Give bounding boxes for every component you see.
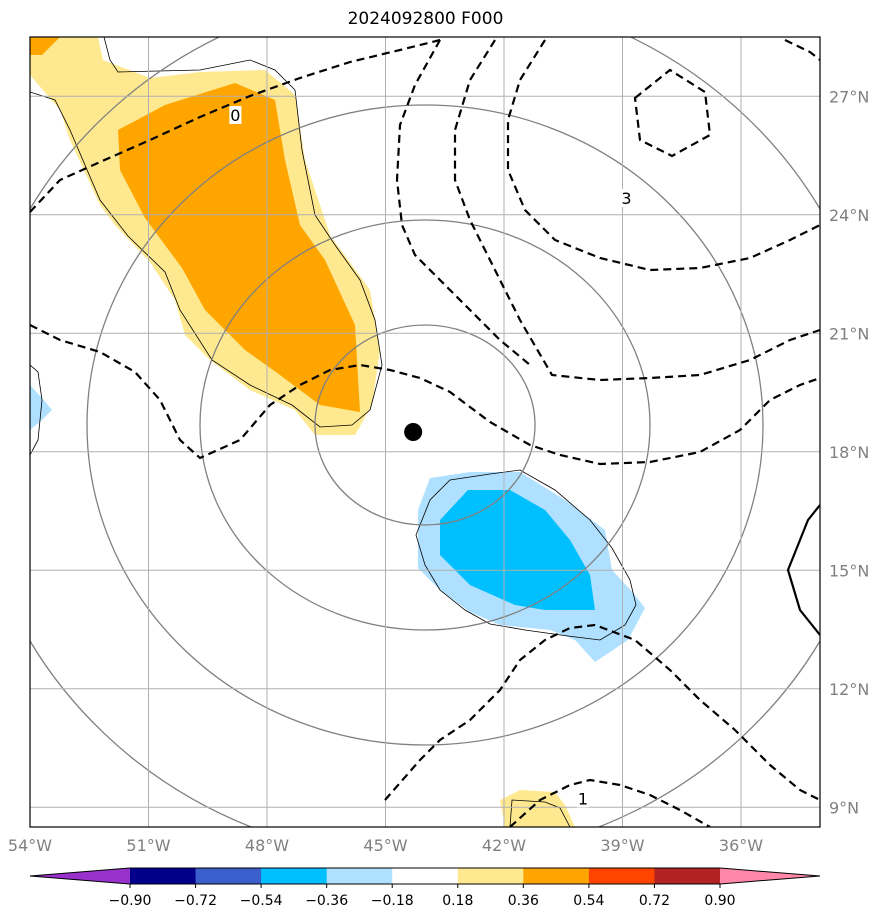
- colorbar-segment: [457, 868, 524, 884]
- colorbar-extend-low: [30, 868, 130, 884]
- lat-tick-label: 24°N: [829, 206, 869, 225]
- contour-labels: 0 3 1: [229, 106, 633, 808]
- solid-contour-east: [786, 504, 820, 636]
- contour-label: 0: [230, 106, 240, 125]
- positive-anomaly-orange-corner: [30, 37, 60, 55]
- map-title: 2024092800 F000: [347, 9, 504, 29]
- colorbar-segment: [523, 868, 590, 884]
- positive-anomaly-orange-north: [118, 83, 360, 412]
- contour-label: 1: [578, 789, 588, 808]
- colorbar-extend-high: [720, 868, 820, 884]
- colorbar-segment: [261, 868, 328, 884]
- colorbar-tick-label: −0.18: [371, 893, 414, 909]
- contour-label-bg: [577, 789, 589, 808]
- map-border: [29, 36, 821, 828]
- colorbar-tick-label: −0.90: [109, 893, 152, 909]
- contour-label-bg: [229, 106, 242, 124]
- colorbar-tick-label: −0.36: [305, 893, 348, 909]
- lon-tick-label: 51°W: [126, 836, 170, 855]
- lon-tick-label: 48°W: [245, 836, 289, 855]
- lat-tick-label: 21°N: [829, 324, 869, 343]
- lat-tick-label: 18°N: [829, 443, 869, 462]
- lon-tick-label: 39°W: [600, 836, 644, 855]
- colorbar-tick-label: 0.72: [639, 893, 670, 909]
- latitude-tick-labels: 9°N 12°N 15°N 18°N 21°N 24°N 27°N: [829, 87, 869, 817]
- lon-tick-label: 45°W: [363, 836, 407, 855]
- lon-tick-label: 54°W: [8, 836, 52, 855]
- lat-tick-label: 9°N: [829, 798, 859, 817]
- lat-tick-label: 12°N: [829, 680, 869, 699]
- colorbar-tick-label: 0.36: [508, 893, 539, 909]
- gridlines: [30, 37, 820, 827]
- positive-anomaly-light-south: [500, 790, 575, 827]
- colorbar-segment: [392, 868, 459, 884]
- colorbar-tick-label: 0.90: [704, 893, 735, 909]
- colorbar-tick-label: 0.54: [573, 893, 604, 909]
- negative-anomaly-deep: [440, 490, 595, 610]
- range-rings: [30, 37, 820, 827]
- colorbar: −0.90 −0.72 −0.54 −0.36 −0.18 0.18 0.36 0.54 0.7…: [29, 867, 821, 909]
- lon-tick-label: 42°W: [482, 836, 526, 855]
- colorbar-tick-label: −0.72: [174, 893, 217, 909]
- lat-tick-label: 27°N: [829, 87, 869, 106]
- colorbar-segment: [130, 868, 197, 884]
- longitude-tick-labels: 54°W 51°W 48°W 45°W 42°W 39°W 36°W: [8, 836, 763, 855]
- contour-label-bg: [620, 188, 633, 207]
- map-plot-area: 0 3 1: [30, 37, 820, 827]
- lon-tick-label: 36°W: [719, 836, 763, 855]
- dashed-height-contours: [30, 38, 820, 827]
- colorbar-segment: [654, 868, 721, 884]
- colorbar-segment: [326, 868, 393, 884]
- lat-tick-label: 15°N: [829, 561, 869, 580]
- colorbar-tick-label: −0.54: [240, 893, 283, 909]
- colorbar-tick-label: 0.18: [442, 893, 473, 909]
- storm-center-marker: [404, 423, 423, 441]
- colorbar-segment: [195, 868, 262, 884]
- thin-outline-contours: [30, 37, 637, 827]
- contour-label: 3: [621, 189, 631, 208]
- colorbar-segment: [588, 868, 655, 884]
